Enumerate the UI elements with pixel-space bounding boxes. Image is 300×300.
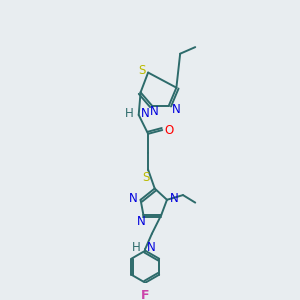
Text: N: N [141,106,149,120]
Text: N: N [170,192,179,205]
Text: H: H [125,106,134,120]
Text: N: N [149,105,158,118]
Text: N: N [129,192,137,205]
Text: S: S [138,64,145,77]
Text: S: S [142,171,150,184]
Text: O: O [164,124,173,136]
Text: N: N [147,242,156,254]
Text: N: N [137,215,146,228]
Text: H: H [132,242,141,254]
Text: N: N [172,103,181,116]
Text: F: F [141,290,149,300]
